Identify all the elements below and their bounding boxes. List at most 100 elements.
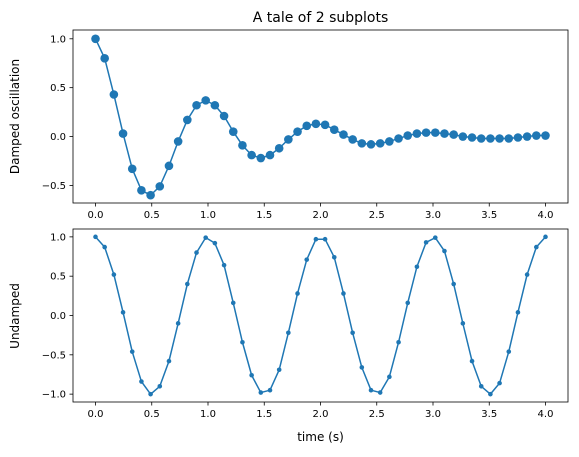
data-point [486, 134, 495, 143]
data-point [366, 140, 376, 149]
data-point [185, 281, 190, 287]
data-point [120, 310, 126, 315]
x-tick-label: 2.0 [313, 409, 329, 420]
y-tick-label: 1.0 [50, 232, 66, 243]
damped-oscillation-subplot: A tale of 2 subplots Damped oscillation … [8, 10, 569, 221]
x-tick-label: 2.5 [369, 409, 385, 420]
data-point [109, 90, 119, 99]
data-point [274, 143, 284, 153]
data-point [137, 185, 146, 195]
data-point [212, 240, 218, 246]
y-tick-label: 0.5 [50, 83, 66, 94]
data-point [157, 383, 163, 389]
data-point [440, 129, 449, 138]
data-point [313, 236, 319, 242]
data-point [256, 153, 266, 163]
data-point [478, 383, 484, 389]
y-tick-label: 0.5 [50, 272, 66, 283]
data-point [286, 330, 291, 336]
data-point [203, 235, 208, 240]
data-point [240, 339, 245, 345]
data-point [534, 244, 539, 250]
data-point [451, 281, 456, 287]
data-point [164, 161, 174, 171]
data-point [127, 164, 137, 174]
data-point [129, 349, 135, 354]
y-tick-label: −0.5 [42, 181, 66, 192]
data-point [421, 128, 431, 137]
data-point [293, 127, 302, 136]
data-point [467, 133, 477, 142]
data-point [139, 379, 144, 384]
data-point [375, 139, 385, 148]
data-point [166, 358, 172, 364]
data-point [476, 134, 486, 143]
data-point [329, 125, 339, 134]
data-point [449, 130, 458, 139]
data-point [230, 300, 236, 306]
x-ticks: 0.0 0.5 1.0 1.5 2.0 2.5 3.0 3.5 4.0 [88, 203, 553, 221]
data-point [210, 100, 220, 110]
data-point [322, 236, 328, 242]
data-point [265, 150, 275, 160]
axes-frame [72, 29, 569, 204]
data-point [249, 372, 254, 378]
plot-area [91, 34, 550, 200]
data-point [368, 387, 374, 393]
x-tick-label: 1.0 [200, 409, 216, 420]
data-point [183, 115, 192, 125]
data-point [304, 257, 310, 262]
data-point [387, 374, 392, 380]
data-point [541, 131, 550, 140]
data-point [348, 135, 357, 144]
data-point [267, 387, 273, 393]
x-tick-label: 1.0 [200, 210, 216, 221]
data-point [302, 121, 312, 131]
data-point [442, 248, 447, 254]
data-point [295, 291, 300, 296]
series-line [94, 236, 547, 395]
y-tick-label: 0.0 [50, 132, 66, 143]
data-point [201, 96, 210, 105]
axes-frame [72, 228, 569, 403]
data-point [488, 391, 493, 397]
data-point [469, 358, 475, 364]
data-point [357, 139, 367, 148]
data-point [173, 137, 183, 146]
data-point [221, 262, 227, 268]
data-point [258, 390, 264, 395]
data-point [524, 272, 530, 277]
y-tick-label: −0.5 [42, 350, 66, 361]
data-point [522, 132, 532, 141]
series-line [94, 38, 546, 196]
data-point [513, 133, 523, 142]
x-tick-label: 1.5 [256, 409, 272, 420]
data-point [359, 365, 365, 370]
data-point [219, 111, 229, 121]
y-axis-label: Undamped [8, 283, 22, 349]
x-tick-label: 0.5 [144, 210, 160, 221]
x-tick-label: 3.5 [481, 210, 497, 221]
data-point [175, 321, 181, 326]
data-point [155, 182, 165, 191]
data-point [460, 321, 466, 326]
data-point [394, 134, 403, 143]
x-tick-label: 3.5 [481, 409, 497, 420]
undamped-subplot: Undamped time (s) 0.0 0.5 1.0 1.5 2.0 2.5 3.0 3… [8, 228, 569, 444]
x-tick-label: 0.5 [144, 409, 160, 420]
data-point [148, 391, 153, 397]
y-tick-label: 1.0 [50, 34, 66, 45]
data-point [194, 250, 199, 255]
data-point [91, 34, 100, 44]
x-tick-label: 3.0 [425, 210, 441, 221]
data-point [102, 244, 107, 250]
y-ticks: −0.5 0.0 0.5 1.0 [42, 34, 73, 192]
plot-area [93, 234, 548, 397]
data-point [543, 234, 548, 240]
data-point [458, 132, 468, 141]
y-ticks: −1.0 −0.5 0.0 0.5 1.0 [42, 232, 73, 401]
x-tick-label: 0.0 [88, 409, 104, 420]
x-axis-label: time (s) [297, 430, 344, 444]
y-axis-label: Damped oscillation [8, 59, 22, 174]
